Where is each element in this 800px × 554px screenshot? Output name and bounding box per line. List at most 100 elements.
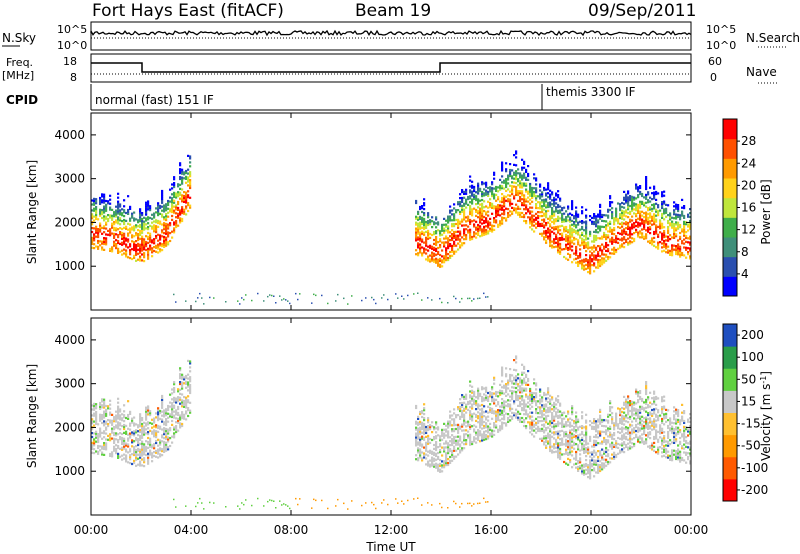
velocity-cell (523, 407, 526, 410)
power-cell (495, 199, 498, 202)
power-cell (431, 226, 434, 229)
power-cell (469, 228, 472, 231)
power-cell (503, 197, 506, 200)
velocity-cell (571, 405, 574, 408)
velocity-cell (573, 429, 576, 433)
velocity-cell (465, 439, 468, 442)
power-cell (673, 209, 676, 212)
power-cell (667, 245, 670, 248)
velocity-cell (189, 366, 192, 369)
power-cell (111, 216, 114, 219)
velocity-cell (467, 400, 470, 404)
power-cell (563, 238, 566, 241)
power-cell (607, 224, 610, 227)
velocity-cell (91, 447, 94, 450)
power-cell (647, 216, 650, 219)
velocity-cell (485, 386, 488, 389)
power-cell (181, 168, 184, 171)
power-cell (685, 223, 688, 226)
velocity-cell (471, 425, 474, 428)
power-cell (459, 301, 461, 303)
velocity-cell (503, 386, 506, 389)
velocity-cell (129, 410, 132, 413)
power-cell (553, 232, 556, 235)
velocity-cell (549, 422, 552, 425)
power-cell (159, 238, 162, 241)
power-cell (437, 262, 440, 265)
velocity-cell (491, 411, 494, 414)
power-cell (597, 266, 600, 269)
power-cell (121, 237, 124, 240)
power-cell (493, 195, 496, 198)
velocity-cell (421, 459, 424, 462)
power-cell (477, 188, 480, 191)
power-cell (145, 201, 148, 204)
power-cell (173, 182, 176, 185)
velocity-cell (487, 501, 489, 503)
power-cell (563, 226, 566, 229)
power-cell (559, 217, 562, 220)
velocity-cell (473, 398, 476, 401)
power-cell (623, 246, 626, 249)
power-cell (623, 218, 626, 221)
velocity-cell (143, 429, 146, 432)
velocity-cell (125, 432, 128, 435)
power-cell (619, 216, 622, 220)
power-cell (557, 203, 560, 207)
velocity-cell (571, 444, 574, 447)
velocity-cell (455, 441, 458, 444)
velocity-cell (173, 426, 176, 429)
velocity-cell (185, 382, 188, 385)
power-cell (497, 209, 500, 213)
power-cell (581, 210, 584, 213)
power-cell (463, 210, 466, 213)
power-cell (517, 172, 520, 175)
velocity-cell (515, 414, 518, 417)
velocity-cell (453, 422, 456, 425)
velocity-cell (453, 412, 456, 415)
velocity-cell (173, 434, 176, 437)
power-cell (477, 200, 480, 203)
power-cell (511, 212, 514, 215)
power-cell (123, 236, 126, 239)
velocity-cell (185, 396, 188, 399)
power-cell (143, 226, 146, 229)
velocity-cell (439, 462, 442, 465)
velocity-cell (541, 406, 544, 409)
velocity-cell (143, 431, 146, 434)
velocity-cell (549, 436, 552, 439)
power-cell (483, 227, 486, 230)
power-cell (129, 249, 132, 252)
power-cell (667, 221, 670, 225)
velocity-cell (469, 441, 472, 444)
power-cell (645, 178, 648, 181)
velocity-cell (525, 395, 528, 398)
velocity-cell (427, 454, 430, 457)
power-cell (165, 242, 168, 245)
velocity-cell (113, 439, 116, 442)
power-cell (97, 235, 100, 239)
velocity-cell (537, 427, 540, 430)
power-cell (155, 231, 158, 234)
velocity-cell (515, 381, 518, 384)
power-cell (635, 205, 638, 208)
power-cell (169, 232, 172, 235)
power-cell (553, 240, 556, 243)
power-cell (105, 209, 108, 212)
power-cell (491, 187, 494, 190)
power-cell (465, 200, 468, 203)
velocity-cell (177, 417, 180, 420)
power-cell (557, 190, 560, 193)
power-cell (177, 216, 180, 219)
velocity-cell (481, 433, 484, 436)
power-cell (619, 213, 622, 216)
velocity-cell (533, 396, 536, 399)
velocity-cell (487, 399, 490, 402)
velocity-cell (509, 405, 512, 408)
power-cell (629, 240, 632, 243)
power-cell (515, 189, 518, 192)
velocity-cell (507, 383, 510, 386)
velocity-cell (449, 420, 452, 423)
power-cell (513, 195, 516, 198)
